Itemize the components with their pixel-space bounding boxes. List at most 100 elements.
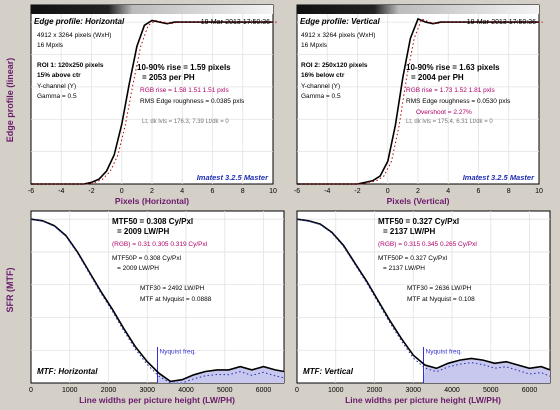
sfr-y-axis-label: SFR (MTF) [5,268,15,313]
grid [31,14,273,184]
x-tick-label: -6 [294,188,300,195]
x-tick-label: -2 [88,188,94,195]
rise-line-2: = 2053 per PH [142,73,195,82]
x-tick-label: 10 [535,188,543,195]
edge-profile-dotted-line [300,18,543,185]
grid [297,211,550,383]
info-line-4: 15% above ctr [37,72,81,79]
grid [31,211,284,383]
info-line-4: 16% below ctr [301,72,345,79]
levels: Lt, dk lvls = 176.3, 7.39 Lt/dk = 0 [142,119,229,125]
rise-line-1: 10-90% rise = 1.59 pixels [137,63,231,72]
mtf30: MTF30 = 2636 LW/PH [407,285,472,292]
x-tick-label: 4 [180,188,184,195]
info-line-5: Y-channel (Y) [37,83,76,90]
mtf-dotted-line [30,218,285,384]
x-tick-label: 2000 [101,387,117,394]
x-tick-label: 2 [150,188,154,195]
info-line-2: 16 Mpxls [37,42,64,49]
info-line-2: 16 Mpxls [301,42,328,49]
x-tick-label: 3000 [405,387,421,394]
x-axis-label: Pixels (Horizontal) [115,196,189,206]
nyquist-label: Nyquist freq. [426,349,463,356]
mtf50p-line-1: MTF50P = 0.327 Cy/Pxl [378,255,448,262]
rms-roughness: RMS Edge roughness = 0.0385 pxls [140,98,245,105]
info-line-5: Y-channel (Y) [301,83,340,90]
mtf-line [296,218,551,371]
x-tick-label: 1000 [328,387,344,394]
x-tick-label: -4 [324,188,330,195]
panel-title: MTF: Vertical [303,367,354,376]
rise-line-1: 10-90% rise = 1.63 pixels [406,63,500,72]
info-line-6: Gamma = 0.5 [37,93,77,100]
x-tick-label: 4000 [178,387,194,394]
mtf50p-line-1: MTF50P = 0.308 Cy/Pxl [112,255,182,262]
x-tick-label: 8 [507,188,511,195]
nyquist-label: Nyquist freq. [160,349,197,356]
info-line-1: 4912 x 3264 pixels (WxH) [37,32,111,39]
mtf-line [30,218,285,383]
mtf50-line-2: = 2009 LW/PH [117,227,169,236]
imatest-brand: Imatest 3.2.5 Master [197,173,269,182]
info-line-3: ROI 2: 250x120 pixels [301,62,368,69]
x-tick-label: 3000 [139,387,155,394]
x-tick-labels: -6 -4 -2 0 2 4 6 8 10 [294,188,543,195]
panel-date: 19-Mar-2013 17:50:36 [201,19,270,26]
x-tick-labels: 0 1000 2000 3000 4000 5000 6000 [295,387,537,394]
x-tick-label: 4000 [444,387,460,394]
x-tick-label: 6000 [256,387,272,394]
x-tick-label: 10 [269,188,277,195]
rgb-rise: RGB rise = 1.58 1.51 1.51 pxls [140,87,229,94]
mtf50-line-2: = 2137 LW/PH [383,227,435,236]
x-tick-label: -4 [58,188,64,195]
x-tick-label: 2 [416,188,420,195]
x-tick-label: 6 [211,188,215,195]
panel-title: Edge profile: Vertical [300,17,381,26]
x-tick-label: 2000 [367,387,383,394]
mtf30: MTF30 = 2492 LW/PH [140,285,205,292]
gradient-strip [297,5,539,14]
mtf50p-line-2: = 2137 LW/PH [383,265,425,272]
beyond-nyquist-fill [423,358,550,383]
x-axis-label: Pixels (Vertical) [387,196,450,206]
gradient-strip [31,5,273,14]
x-tick-label: 0 [29,387,33,394]
info-line-3: ROI 1: 120x250 pixels [37,62,104,69]
info-line-1: 4912 x 3264 pixels (WxH) [301,32,375,39]
x-tick-label: 5000 [483,387,499,394]
x-tick-labels: -6 -4 -2 0 2 4 6 8 10 [28,188,277,195]
edge-vertical-panel: -6 -4 -2 0 2 4 6 8 10 Edge profile: Vertical 19-… [294,4,543,206]
info-line-6: Gamma = 0.5 [301,93,341,100]
rgb-note: (RGB) = 0.31 0.305 0.319 Cy/Pxl [112,241,208,248]
mtf-at-nyquist: MTF at Nyquist = 0.108 [407,296,475,303]
x-tick-label: 6 [477,188,481,195]
rms-roughness: RMS Edge roughness = 0.0530 pxls [406,98,511,105]
mtf-horizontal-panel: Nyquist freq. 0 1000 2000 3000 4000 5000 6000 … [29,210,285,405]
x-tick-label: 5000 [217,387,233,394]
rgb-note: (RGB) = 0.315 0.345 0.265 Cy/Pxl [378,241,477,248]
x-tick-label: 1000 [62,387,78,394]
x-tick-labels: 0 1000 2000 3000 4000 5000 6000 [29,387,271,394]
mtf50p-line-2: = 2009 LW/PH [117,265,159,272]
imatest-brand: Imatest 3.2.5 Master [463,173,535,182]
x-tick-label: -6 [28,188,34,195]
edge-horizontal-panel: -6 -4 -2 0 2 4 6 8 10 Edge profile: Horizontal 1… [28,4,277,206]
rise-line-2: = 2004 per PH [411,73,464,82]
panel-title: MTF: Horizontal [37,367,98,376]
x-axis-label: Line widths per picture height (LW/PH) [79,395,235,405]
panel-date: 19-Mar-2013 17:50:36 [467,19,536,26]
x-axis-label: Line widths per picture height (LW/PH) [345,395,501,405]
mtf50-line-1: MTF50 = 0.308 Cy/Pxl [112,217,193,226]
x-tick-label: 0 [386,188,390,195]
panel-title: Edge profile: Horizontal [34,17,125,26]
x-tick-label: 8 [241,188,245,195]
levels: Lt, dk lvls = 175.4, 6.31 Lt/dk = 0 [406,119,493,125]
x-tick-label: 0 [120,188,124,195]
rgb-rise: RGB rise = 1.73 1.52 1.81 pxls [406,87,495,94]
x-tick-label: -2 [354,188,360,195]
mtf-at-nyquist: MTF at Nyquist = 0.0888 [140,296,212,303]
mtf50-line-1: MTF50 = 0.327 Cy/Pxl [378,217,459,226]
overshoot: Overshoot = 2.27% [416,109,472,116]
x-tick-label: 4 [446,188,450,195]
